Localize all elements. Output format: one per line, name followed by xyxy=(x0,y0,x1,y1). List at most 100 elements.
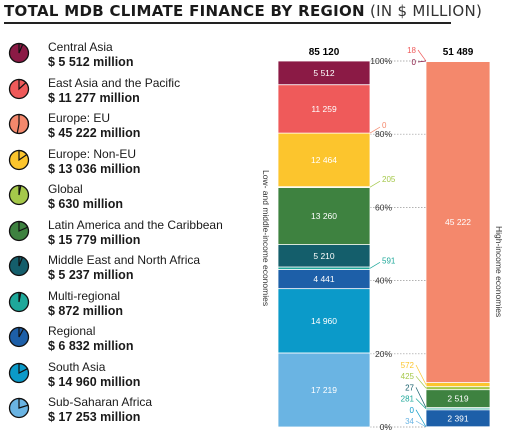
legend-region-amount: $ 13 036 million xyxy=(48,161,141,176)
pie-wedge xyxy=(18,149,28,161)
y-tick-label: 40% xyxy=(375,276,392,286)
small-segment-label: 0 xyxy=(410,406,415,415)
y-tick-label: 0% xyxy=(380,422,393,432)
small-segment-label: 425 xyxy=(401,372,415,381)
leader-line xyxy=(415,420,427,428)
pie-wedge xyxy=(18,220,29,232)
legend-region-name: Global xyxy=(48,182,83,196)
leader-line xyxy=(369,180,381,188)
legend-region-amount: $ 630 million xyxy=(48,197,124,211)
pie-icon xyxy=(8,255,30,277)
legend-region-amount: $ 872 million xyxy=(48,303,124,318)
pie-icon xyxy=(8,149,30,170)
bar-segment xyxy=(277,288,371,354)
leader-line xyxy=(417,49,427,62)
y-tick-label: 100% xyxy=(370,56,392,66)
title-main: TOTAL MDB CLIMATE FINANCE BY REGION xyxy=(4,2,365,20)
pie-icon xyxy=(8,42,30,64)
leader-line xyxy=(417,60,427,63)
pie-icon xyxy=(8,220,30,241)
bar-category-label: High-income economies xyxy=(494,226,504,317)
small-segment-label: 0 xyxy=(382,121,387,130)
bar-segment xyxy=(277,187,371,245)
segment-value-label: 4 441 xyxy=(313,274,335,284)
legend-region-name: Latin America and the Caribbean xyxy=(48,217,223,232)
legend-region-name: Multi-regional xyxy=(48,288,121,303)
bar-segment xyxy=(277,84,371,134)
segment-value-label: 5 210 xyxy=(313,251,335,261)
small-segment-label: 205 xyxy=(382,175,396,184)
small-segment-label: 591 xyxy=(382,256,396,265)
pie-icon xyxy=(8,184,30,206)
segment-value-label: 17 219 xyxy=(311,385,337,395)
bar-segment xyxy=(425,60,491,63)
bar-category-label: Low- and middle-income economies xyxy=(261,170,271,306)
legend-region-name: Europe: Non-EU xyxy=(48,146,137,161)
pie-icon xyxy=(8,78,30,99)
title-unit: (IN $ MILLION) xyxy=(369,2,483,20)
pie-wedge xyxy=(18,255,24,267)
pie-icon xyxy=(8,397,30,419)
pie-wedge xyxy=(16,113,30,135)
pie-wedge xyxy=(18,291,22,302)
legend-region-amount: $ 45 222 million xyxy=(48,126,141,140)
legend-region-amount: $ 15 779 million xyxy=(48,232,141,247)
legend-region-name: Central Asia xyxy=(48,40,113,54)
legend-region-amount: $ 17 253 million xyxy=(48,410,141,424)
leader-line xyxy=(415,387,427,408)
segment-value-label: 45 222 xyxy=(445,217,471,227)
pie-wedge xyxy=(18,326,25,338)
pie-wedge xyxy=(18,42,24,54)
bar-segment xyxy=(277,352,371,428)
legend-region-amount: $ 14 960 million xyxy=(48,374,141,389)
segment-value-label: 11 259 xyxy=(311,104,337,114)
bar-total-label: 51 489 xyxy=(443,47,474,58)
leader-line xyxy=(369,126,381,134)
legend-region-amount: $ 6 832 million xyxy=(48,339,134,353)
legend-region-name: South Asia xyxy=(48,359,106,374)
title-rule xyxy=(4,22,451,24)
chart-title: TOTAL MDB CLIMATE FINANCE BY REGION (IN … xyxy=(4,2,482,20)
legend-region-name: Europe: EU xyxy=(48,111,111,125)
legend-region-name: Regional xyxy=(48,324,96,338)
small-segment-label: 0 xyxy=(412,58,417,67)
small-segment-label: 572 xyxy=(401,361,415,370)
small-segment-label: 34 xyxy=(405,417,414,426)
pie-icon xyxy=(8,291,30,312)
y-tick-label: 80% xyxy=(375,129,392,139)
bar-segment xyxy=(277,132,371,188)
legend-region-amount: $ 5 237 million xyxy=(48,268,134,282)
segment-value-label: 12 464 xyxy=(311,155,337,165)
small-segment-label: 281 xyxy=(401,395,415,404)
pie-icon xyxy=(8,113,30,135)
pie-wedge xyxy=(18,397,29,409)
pie-icon xyxy=(8,326,30,348)
legend-region-amount: $ 11 277 million xyxy=(48,90,140,105)
small-segment-label: 27 xyxy=(405,383,414,392)
legend-region-name: Middle East and North Africa xyxy=(48,253,201,267)
pie-wedge xyxy=(18,362,29,374)
segment-value-label: 5 512 xyxy=(313,68,335,78)
small-segment-label: 18 xyxy=(407,46,416,55)
legend-region-name: Sub-Saharan Africa xyxy=(48,395,153,409)
leader-line xyxy=(369,261,381,269)
bar-segment xyxy=(425,60,491,383)
pie-wedge xyxy=(18,78,27,90)
legend-region-name: East Asia and the Pacific xyxy=(48,75,181,90)
leader-line xyxy=(415,364,427,385)
y-tick-label: 20% xyxy=(375,349,392,359)
leader-line xyxy=(415,375,427,389)
pie-wedge xyxy=(18,184,22,196)
legend-region-amount: $ 5 512 million xyxy=(48,55,134,69)
pie-icon xyxy=(8,362,30,383)
bar-segment xyxy=(425,386,491,391)
segment-value-label: 13 260 xyxy=(311,211,337,221)
bar-segment xyxy=(425,382,491,388)
segment-value-label: 2 391 xyxy=(447,413,469,423)
y-tick-label: 60% xyxy=(375,202,392,212)
bar-total-label: 85 120 xyxy=(309,47,340,58)
segment-value-label: 14 960 xyxy=(311,316,337,326)
segment-value-label: 2 519 xyxy=(447,394,469,404)
bar-segment xyxy=(277,60,371,86)
